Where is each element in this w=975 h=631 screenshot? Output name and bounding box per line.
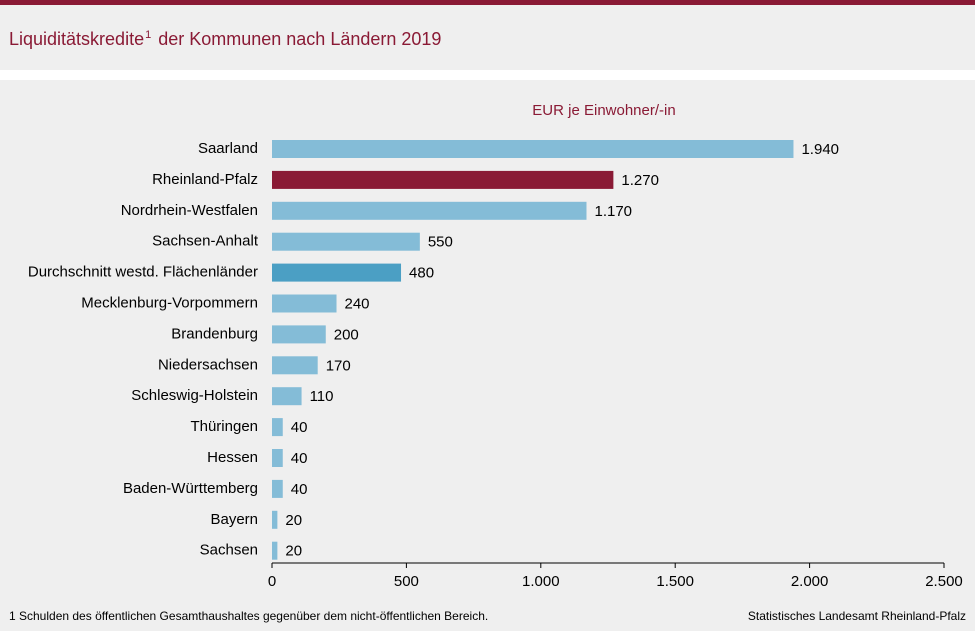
category-label: Durchschnitt westd. Flächenländer: [28, 264, 258, 281]
category-label: Saarland: [198, 140, 258, 157]
category-label: Niedersachsen: [158, 356, 258, 373]
value-label: 40: [291, 450, 308, 467]
chart-area: EUR je Einwohner/-in Saarland 1.940 Rheinla…: [0, 80, 975, 631]
bar: [272, 140, 794, 158]
value-label: 20: [285, 543, 302, 560]
source-text: Statistisches Landesamt Rheinland-Pfalz: [747, 609, 966, 623]
value-label: 110: [310, 388, 334, 405]
bar-chart: EUR je Einwohner/-in Saarland 1.940 Rheinla…: [28, 102, 963, 590]
bar: [272, 170, 614, 189]
footnote-marker: 1: [145, 29, 152, 41]
top-accent-bar: [0, 0, 975, 5]
value-label: 1.940: [801, 141, 839, 158]
chart-title: Liquiditätskredite1 der Kommunen nach Lä…: [9, 29, 441, 50]
value-label: 170: [326, 357, 351, 374]
chart-title-rest: der Kommunen nach Ländern 2019: [153, 29, 442, 49]
value-label: 1.270: [621, 172, 659, 189]
bar: [272, 449, 283, 467]
category-label: Nordrhein-Westfalen: [121, 202, 258, 219]
bar: [272, 294, 337, 313]
category-label: Baden-Württemberg: [123, 480, 258, 497]
bar: [272, 201, 587, 220]
category-label: Sachsen: [200, 542, 258, 559]
x-tick-label: 2.500: [925, 573, 963, 590]
category-label: Hessen: [207, 449, 258, 466]
value-label: 40: [291, 481, 308, 498]
category-label: Schleswig-Holstein: [131, 387, 258, 404]
bar: [272, 479, 283, 498]
value-label: 480: [409, 265, 434, 282]
category-label: Mecklenburg-Vorpommern: [81, 295, 258, 312]
category-label: Bayern: [210, 511, 258, 528]
bar: [272, 232, 420, 251]
chart-title-main: Liquiditätskredite: [9, 29, 145, 49]
bar: [272, 418, 283, 437]
value-label: 20: [285, 512, 302, 529]
unit-label: EUR je Einwohner/-in: [532, 102, 675, 119]
value-label: 200: [334, 326, 359, 343]
category-label: Thüringen: [190, 418, 258, 435]
footnote-text: 1 Schulden des öffentlichen Gesamthausha…: [9, 609, 489, 623]
x-tick-label: 500: [394, 573, 419, 590]
bar: [272, 510, 278, 529]
x-tick-label: 1.500: [656, 573, 694, 590]
bar: [272, 387, 302, 406]
value-label: 1.170: [594, 203, 632, 220]
category-label: Sachsen-Anhalt: [152, 233, 259, 250]
category-label: Brandenburg: [171, 325, 258, 342]
value-label: 550: [428, 234, 453, 251]
bar: [272, 356, 318, 375]
value-label: 40: [291, 419, 308, 436]
bar: [272, 541, 278, 560]
header-divider: [0, 70, 975, 80]
bar: [272, 263, 402, 282]
value-label: 240: [345, 296, 370, 313]
chart-header: Liquiditätskredite1 der Kommunen nach Lä…: [0, 5, 975, 70]
x-tick-label: 2.000: [791, 573, 829, 590]
category-label: Rheinland-Pfalz: [152, 171, 258, 188]
x-tick-label: 0: [268, 573, 276, 590]
x-tick-label: 1.000: [522, 573, 560, 590]
bar: [272, 325, 326, 344]
